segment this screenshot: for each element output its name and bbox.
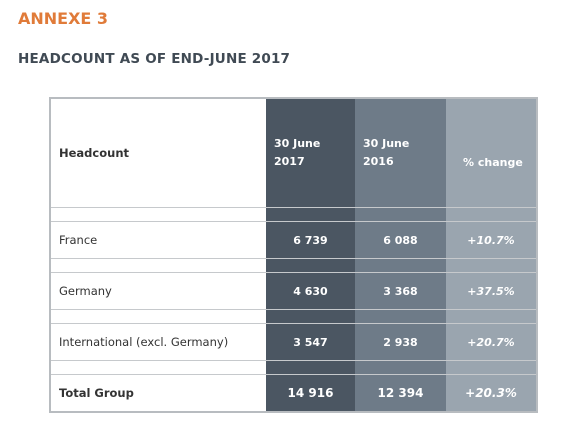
header-cell: 30 June 2017 — [266, 97, 355, 208]
data-row: International (excl. Germany) 3 547 2 93… — [50, 323, 537, 361]
header-cell: % change — [446, 97, 537, 208]
cell: +20.7% — [446, 323, 537, 361]
spacer-row — [50, 258, 537, 273]
data-row: France 6 739 6 088 +10.7% — [50, 221, 537, 259]
cell: 3 368 — [355, 272, 446, 310]
cell: +10.7% — [446, 221, 537, 259]
cell: 12 394 — [355, 374, 446, 413]
annex-label: ANNEXE 3 — [18, 9, 109, 28]
row-label: Germany — [50, 272, 266, 310]
spacer-row — [50, 207, 537, 222]
row-label: Total Group — [50, 374, 266, 413]
spacer-row — [50, 360, 537, 375]
cell: 14 916 — [266, 374, 355, 413]
section-title: HEADCOUNT AS OF END-JUNE 2017 — [18, 51, 291, 67]
cell: 2 938 — [355, 323, 446, 361]
cell: 6 739 — [266, 221, 355, 259]
cell: +37.5% — [446, 272, 537, 310]
headcount-table: Headcount 30 June 2017 30 June 2016 % ch… — [49, 97, 538, 413]
cell: 6 088 — [355, 221, 446, 259]
cell: 4 630 — [266, 272, 355, 310]
header-text: 30 June 2017 — [274, 137, 321, 168]
row-label: France — [50, 221, 266, 259]
spacer-row — [50, 309, 537, 324]
row-label: International (excl. Germany) — [50, 323, 266, 361]
cell: 3 547 — [266, 323, 355, 361]
total-row: Total Group 14 916 12 394 +20.3% — [50, 374, 537, 413]
header-row: Headcount 30 June 2017 30 June 2016 % ch… — [50, 97, 537, 208]
header-cell: Headcount — [50, 97, 266, 208]
cell: +20.3% — [446, 374, 537, 413]
header-cell: 30 June 2016 — [355, 97, 446, 208]
header-text: 30 June 2016 — [363, 137, 410, 168]
data-row: Germany 4 630 3 368 +37.5% — [50, 272, 537, 310]
